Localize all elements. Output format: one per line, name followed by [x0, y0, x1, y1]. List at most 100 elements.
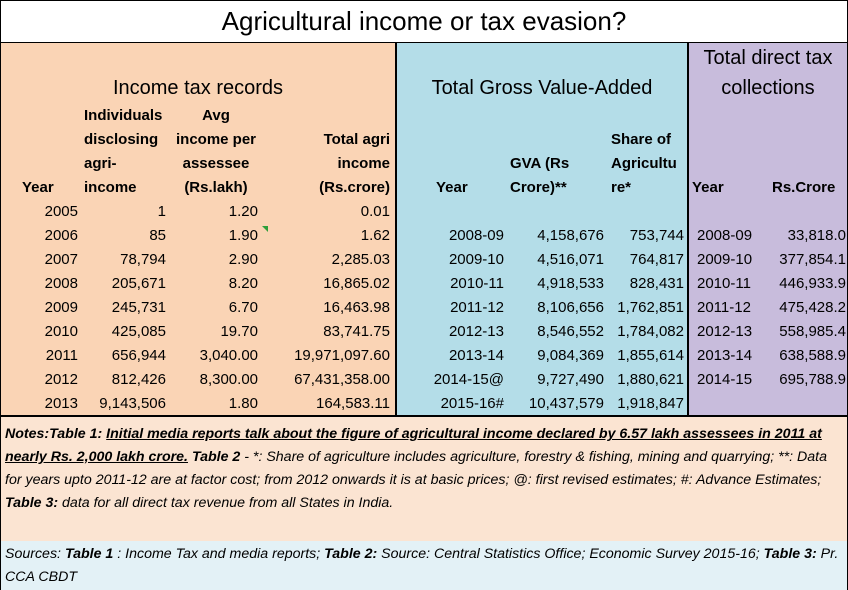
table-cell-share: 1,855,614 — [617, 347, 684, 364]
col-share-1: Share of — [611, 131, 672, 148]
table-cell-share: 828,431 — [629, 275, 684, 292]
table-cell-year: 2008 — [44, 275, 78, 292]
table-cell-dt-year: 2014-15 — [697, 371, 753, 388]
cell-comment-marker — [262, 226, 268, 232]
table-cell-gva: 9,727,490 — [537, 371, 604, 388]
table-cell-dt-year: 2011-12 — [697, 299, 751, 316]
notes-table2-label: Table 2 — [191, 449, 241, 465]
table-cell-dt-crore: 695,788.9 — [779, 371, 846, 388]
gva-heading: Total Gross Value-Added — [431, 77, 653, 99]
table-cell-gva-year: 2009-10 — [448, 251, 504, 268]
table-cell-total: 1.62 — [360, 227, 390, 244]
divider — [1, 415, 847, 417]
table-cell-individuals: 656,944 — [111, 347, 166, 364]
col-total-2: income — [337, 155, 390, 172]
sources-table1-text: : Income Tax and media reports; — [113, 546, 325, 562]
table-cell-year: 2012 — [44, 371, 78, 388]
col-dt-year: Year — [692, 179, 724, 196]
col-avg-2: income per — [175, 131, 257, 148]
table-cell-total: 83,741.75 — [323, 323, 390, 340]
table-cell-individuals: 425,085 — [111, 323, 166, 340]
direct-tax-heading-1: Total direct tax — [703, 47, 833, 69]
col-total-3: (Rs.crore) — [319, 179, 390, 196]
table-cell-gva: 10,437,579 — [528, 395, 604, 412]
table-cell-total: 0.01 — [360, 203, 390, 220]
table-cell-gva: 9,084,369 — [537, 347, 604, 364]
table-cell-dt-year: 2008-09 — [697, 227, 753, 244]
sources-table2-text: Source: Central Statistics Office; Econo… — [377, 546, 764, 562]
table-cell-individuals: 9,143,506 — [99, 395, 166, 412]
col-individuals-4: income — [84, 179, 137, 196]
sources-box: Sources: Table 1 : Income Tax and media … — [1, 541, 847, 590]
income-tax-panel — [1, 43, 395, 415]
col-total-1: Total agri — [323, 131, 390, 148]
notes-lead: Notes:Table 1: — [5, 426, 107, 442]
divider — [687, 43, 689, 415]
notes-underlined: Initial media reports talk about the fig… — [5, 426, 822, 465]
table-cell-share: 753,744 — [629, 227, 684, 244]
table-cell-share: 764,817 — [629, 251, 684, 268]
table-cell-gva-year: 2013-14 — [448, 347, 504, 364]
table-cell-gva-year: 2010-11 — [450, 275, 504, 292]
table-cell-gva-year: 2015-16# — [440, 395, 504, 412]
col-avg-1: Avg — [202, 107, 230, 124]
table-cell-avg: 8,300.00 — [199, 371, 258, 388]
table-cell-year: 2005 — [44, 203, 78, 220]
page-title: Agricultural income or tax evasion? — [1, 1, 847, 44]
notes-table3-text: data for all direct tax revenue from all… — [58, 495, 394, 511]
table-cell-avg: 1.90 — [228, 227, 258, 244]
table-cell-gva: 4,516,071 — [537, 251, 604, 268]
table-cell-year: 2011 — [45, 347, 78, 364]
notes-table2-text: - *: Share of agriculture includes agric… — [5, 449, 828, 488]
col-dt-crore: Rs.Crore — [772, 179, 836, 196]
income-tax-heading: Income tax records — [112, 77, 284, 99]
table-cell-gva-year: 2008-09 — [448, 227, 504, 244]
table-cell-gva: 4,158,676 — [537, 227, 604, 244]
sources-table2-label: Table 2: — [324, 546, 378, 562]
table-cell-share: 1,918,847 — [617, 395, 684, 412]
table-cell-total: 16,463.98 — [323, 299, 390, 316]
table-cell-dt-crore: 446,933.9 — [779, 275, 846, 292]
table-cell-gva-year: 2011-12 — [450, 299, 504, 316]
table-cell-dt-crore: 475,428.2 — [779, 299, 846, 316]
table-cell-share: 1,880,621 — [617, 371, 684, 388]
table-cell-dt-year: 2013-14 — [697, 347, 753, 364]
table-cell-total: 164,583.11 — [316, 395, 390, 412]
table-cell-dt-year: 2012-13 — [697, 323, 753, 340]
table-cell-dt-crore: 377,854.1 — [779, 251, 846, 268]
table-cell-gva-year: 2012-13 — [448, 323, 504, 340]
divider — [395, 43, 397, 415]
table-cell-year: 2006 — [44, 227, 78, 244]
table-cell-year: 2010 — [44, 323, 78, 340]
table-cell-dt-crore: 33,818.0 — [787, 227, 846, 244]
col-individuals-2: disclosing — [84, 131, 159, 148]
table-cell-dt-crore: 558,985.4 — [779, 323, 846, 340]
table-cell-total: 16,865.02 — [323, 275, 390, 292]
col-individuals-1: Individuals — [84, 107, 163, 124]
gva-panel — [397, 43, 687, 415]
table-cell-total: 19,971,097.60 — [294, 347, 390, 364]
col-gva-2: Crore)** — [510, 179, 567, 196]
table-cell-year: 2013 — [44, 395, 78, 412]
table-cell-avg: 8.20 — [228, 275, 258, 292]
table-cell-share: 1,762,851 — [617, 299, 684, 316]
sources-table1-label: Table 1 — [64, 546, 114, 562]
table-cell-gva: 8,106,656 — [537, 299, 604, 316]
table-cell-dt-year: 2009-10 — [697, 251, 753, 268]
sources-lead: Sources: — [5, 546, 65, 562]
col-share-3: re* — [611, 179, 632, 196]
table-cell-gva-year: 2014-15@ — [433, 371, 504, 388]
sources-table3-text: Pr. CCA CBDT — [5, 546, 839, 585]
table-cell-gva: 4,918,533 — [537, 275, 604, 292]
col-year: Year — [22, 179, 54, 196]
col-gva-1: GVA (Rs — [510, 155, 570, 172]
direct-tax-panel — [689, 43, 847, 415]
col-individuals-3: agri- — [84, 155, 117, 172]
notes-box: Notes:Table 1: Initial media reports tal… — [1, 417, 847, 543]
table-cell-individuals: 85 — [149, 227, 166, 244]
table-cell-avg: 1.20 — [228, 203, 258, 220]
col-avg-4: (Rs.lakh) — [184, 179, 248, 196]
table-cell-avg: 1.80 — [228, 395, 258, 412]
table-cell-gva: 8,546,552 — [537, 323, 604, 340]
table-cell-individuals: 812,426 — [111, 371, 166, 388]
